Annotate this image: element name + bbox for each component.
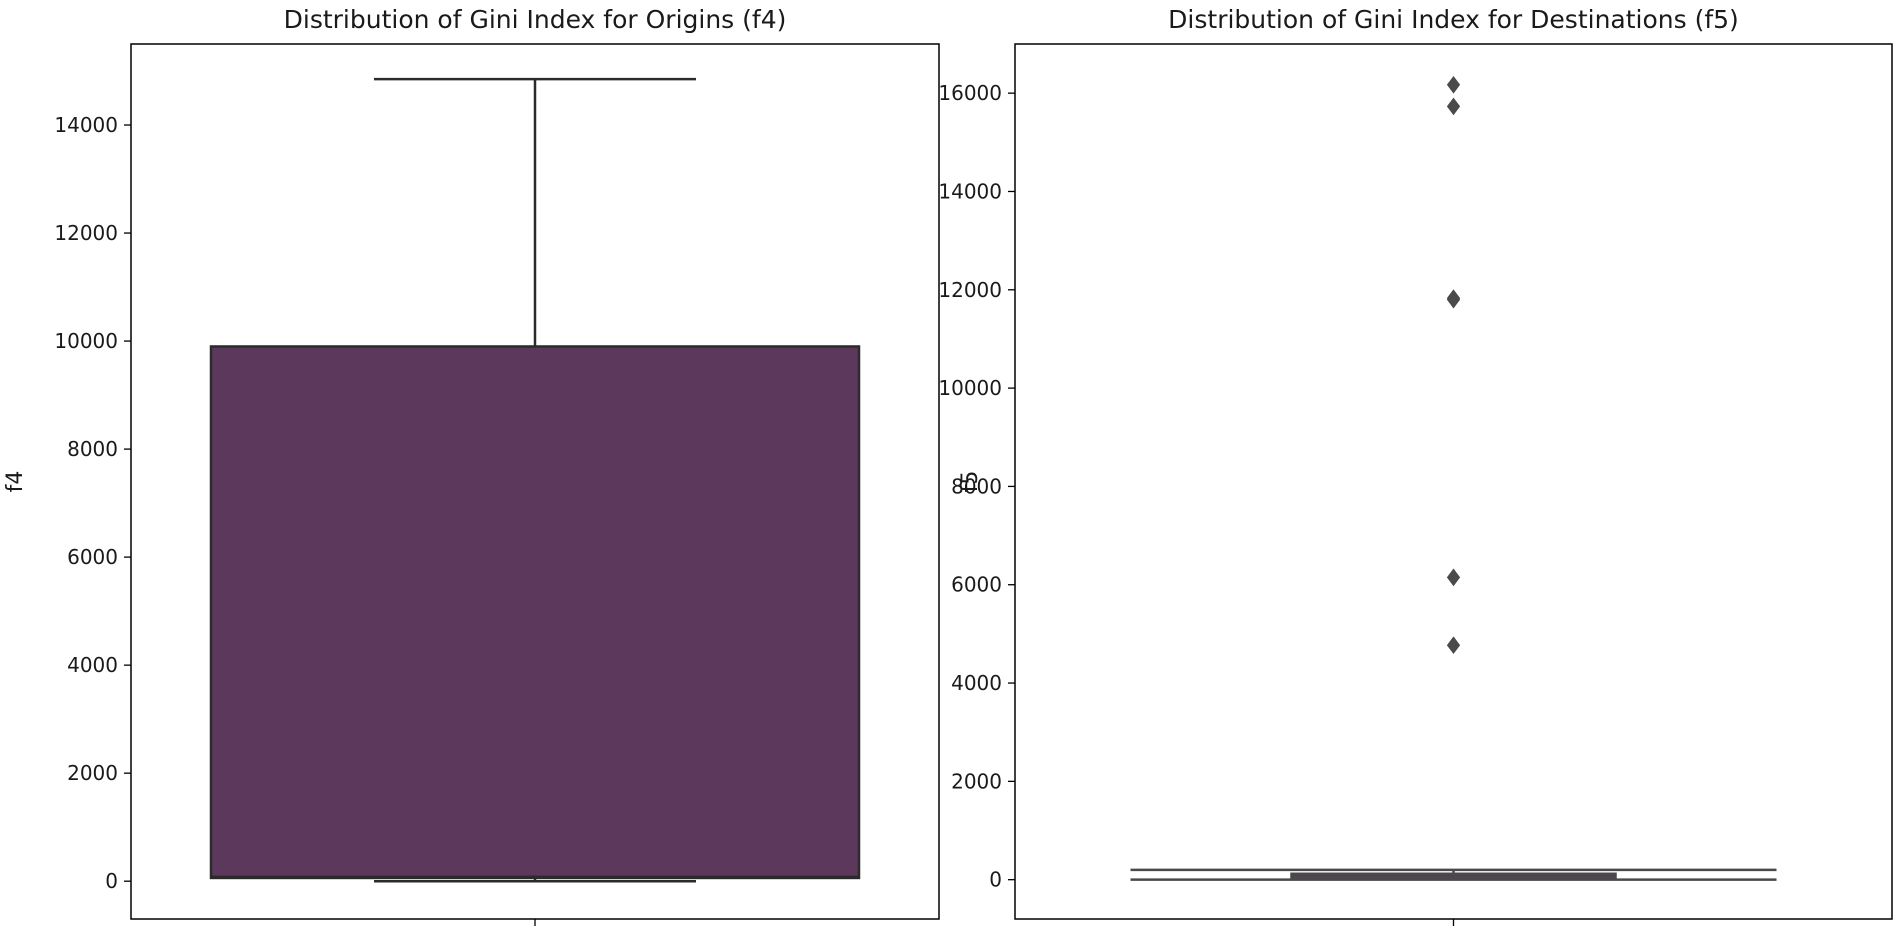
y-tick-label: 12000: [54, 221, 118, 245]
y-tick-label: 16000: [938, 81, 1002, 105]
outlier-point: [1446, 97, 1461, 116]
y-tick-label: 8000: [951, 474, 1002, 498]
chart-origins-f4: Distribution of Gini Index for Origins (…: [3, 5, 940, 926]
axes-frame: [130, 43, 940, 920]
chart-title: Distribution of Gini Index for Destinati…: [1168, 5, 1739, 34]
y-tick-label: 4000: [951, 671, 1002, 695]
y-tick-label: 2000: [67, 761, 118, 785]
y-tick-label: 10000: [54, 329, 118, 353]
axes-frame: [1014, 43, 1893, 920]
y-tick-label: 0: [105, 869, 118, 893]
y-tick-label: 6000: [67, 545, 118, 569]
y-tick-label: 6000: [951, 573, 1002, 597]
outlier-point: [1446, 568, 1461, 587]
iqr-box: [209, 345, 861, 880]
chart-destinations-f5: Distribution of Gini Index for Destinati…: [938, 5, 1893, 926]
outlier-point: [1446, 636, 1461, 655]
y-tick-label: 14000: [54, 113, 118, 137]
y-tick-label: 12000: [938, 278, 1002, 302]
y-tick-label: 14000: [938, 179, 1002, 203]
y-tick-label: 8000: [67, 437, 118, 461]
plot-area: 0 2000 4000 6000 8000 10000 12000 14000: [54, 77, 861, 926]
y-tick-label: 10000: [938, 376, 1002, 400]
y-tick-label: 0: [989, 868, 1002, 892]
chart-title: Distribution of Gini Index for Origins (…: [284, 5, 787, 34]
y-tick-label: 4000: [67, 653, 118, 677]
y-tick-label: 2000: [951, 769, 1002, 793]
outlier-point: [1446, 289, 1461, 307]
y-axis-label: f4: [3, 471, 28, 493]
outlier-point: [1446, 75, 1461, 94]
y-axis-label: f5: [958, 471, 983, 493]
plot-area: 0 2000 4000 6000 8000 10000 12000 14000 16000: [938, 75, 1777, 926]
